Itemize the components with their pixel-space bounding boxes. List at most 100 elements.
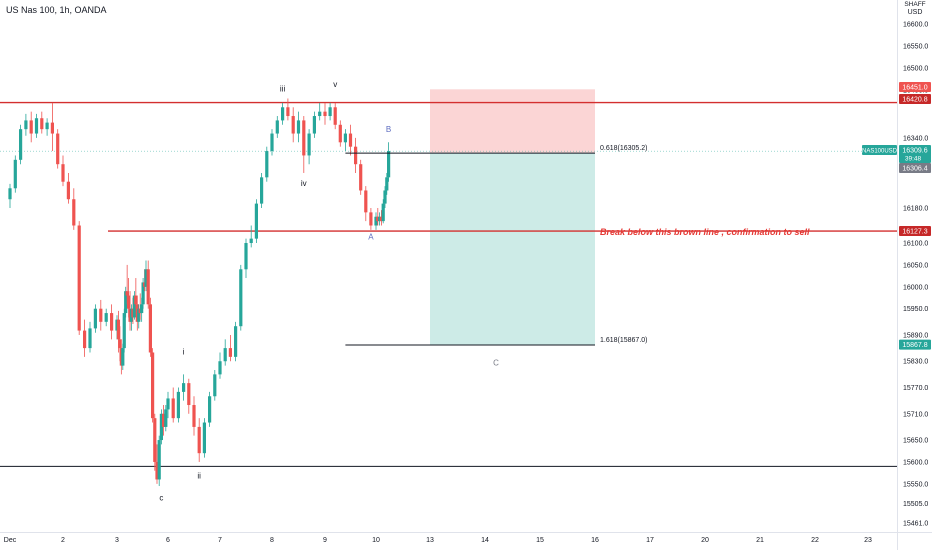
time-tick-label: 14 [481,537,489,544]
candle-body [218,361,222,375]
price-label-box [899,82,931,92]
candle-body [151,352,155,419]
candle-body [34,118,39,134]
symbol-label-box [862,145,897,155]
candle-body [192,405,196,427]
candle-body [13,159,17,189]
wave-label: v [333,80,337,89]
wave-label: A [368,233,374,242]
horizontal-lines [0,101,897,467]
time-tick-label: 8 [270,537,274,544]
price-tick-label: 15600.0 [903,459,928,466]
candle-body [61,164,65,182]
candle-body [45,122,49,130]
time-tick-label: 7 [218,537,222,544]
candle-body [249,238,253,244]
wave-label: B [386,125,391,134]
price-tick-label: 15890.0 [903,332,928,339]
candle-body [146,269,150,305]
price-tick-label: 16100.0 [903,241,928,248]
candle-body [24,120,28,130]
candle-body [56,133,60,165]
candle-body [291,116,295,134]
candle-body [140,304,144,314]
price-tick-label: 15505.0 [903,501,928,508]
candle-body [378,216,382,222]
fib-label: 0.618(16305.2) [600,145,647,152]
time-tick-label: Dec [4,537,17,544]
candle-body [110,313,114,331]
candle-body [328,107,332,117]
time-tick-label: 9 [323,537,327,544]
candle-body [166,398,170,410]
time-tick-label: 22 [811,537,819,544]
candle-body [104,313,108,322]
candle-body [354,146,358,165]
candle-body [122,313,126,349]
price-tick-label: 16550.0 [903,43,928,50]
candle-body [176,391,180,419]
wave-label: iv [301,179,307,188]
candle-body [359,164,363,191]
candle-body [228,348,232,357]
price-label-text: 16127.3 [902,229,927,236]
candle-body [286,107,290,117]
candle-body [116,319,121,340]
wave-label: i [183,348,185,357]
price-label-text: 16309.6 [902,148,927,155]
price-tick-label: 15950.0 [903,306,928,313]
candle-body [187,383,191,406]
fib-levels: 0.618(16305.2) 1.618(15867.0) [345,145,647,346]
price-labels: 16451.0 16420.8 16309.639:48 16306.4 16127.3… [862,82,931,350]
candle-body [302,120,306,156]
price-tick-label: 16050.0 [903,262,928,269]
fib-label: 1.618(15867.0) [600,337,647,344]
time-tick-label: 2 [61,537,65,544]
candle-body [338,124,342,143]
price-tick-label: 15770.0 [903,385,928,392]
time-tick-label: 17 [646,537,654,544]
time-tick-label: 13 [426,537,434,544]
annotation-text: Break below this brown line , confirmati… [600,227,810,237]
price-tick-label: 16000.0 [903,284,928,291]
risk-zone [430,89,595,153]
price-label-box [899,94,931,104]
time-axis[interactable]: Dec 2 3 6 7 8 9 10 13 14 15 16 17 20 21 22 23 [4,537,872,544]
candle-body [77,225,81,331]
candle-body [364,190,368,213]
candle-body [244,243,248,270]
candle-body [157,440,161,480]
time-tick-label: 21 [756,537,764,544]
candle-body [127,295,131,309]
time-tick-label: 20 [701,537,709,544]
reward-zone [430,152,595,345]
candle-body [141,282,145,305]
candle-body [159,413,163,441]
candle-body [343,133,347,143]
wave-label: C [493,359,499,368]
price-tick-label: 15650.0 [903,438,928,445]
time-tick-label: 15 [536,537,544,544]
symbol-title: US Nas 100, 1h, OANDA [6,5,107,15]
candle-body [387,151,391,178]
currency-label: USD [908,9,923,16]
axis-corner-label: SHAFF [904,1,925,8]
candle-body [134,295,138,305]
candle-body [148,304,152,353]
price-tick-label: 15550.0 [903,481,928,488]
candle-body [369,212,373,226]
candle-body [83,330,87,349]
countdown-text: 39:48 [905,156,922,163]
candle-body [164,409,168,427]
candle-body [99,308,103,322]
time-tick-label: 10 [372,537,380,544]
candle-body [234,326,238,357]
candle-body [312,116,316,134]
price-tick-label: 16600.0 [903,22,928,29]
candle-body [323,111,327,117]
price-label-box [899,339,931,350]
position-zones [430,89,595,345]
